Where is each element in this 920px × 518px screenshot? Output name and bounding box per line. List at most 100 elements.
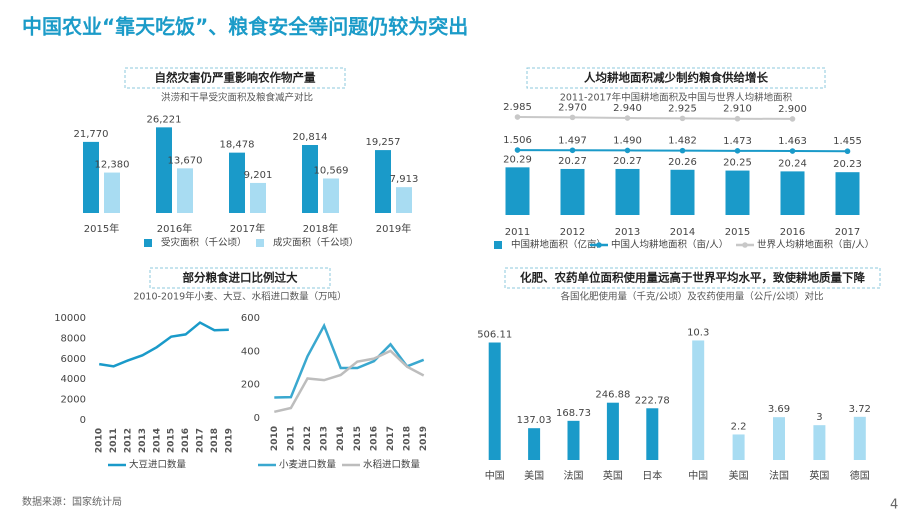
y-tick-label: 2000	[61, 395, 86, 406]
legend-swatch	[742, 242, 748, 248]
data-label: 2.2	[731, 421, 747, 432]
data-label: 20.27	[613, 156, 642, 167]
y-tick-label: 4000	[61, 374, 86, 385]
x-tick-label: 2018年	[303, 222, 338, 235]
x-tick-label: 2017	[835, 227, 860, 238]
legend-label: 世界人均耕地面积（亩/人）	[757, 239, 874, 251]
panel-title: 部分粮食进口比例过大	[183, 271, 298, 285]
legend-label: 受灾面积（千公顷）	[161, 237, 247, 249]
data-label: 2.925	[668, 103, 697, 114]
data-label: 168.73	[556, 408, 591, 419]
x-tick-label: 美国	[524, 469, 544, 482]
panel-title: 自然灾害仍严重影响农作物产量	[155, 71, 316, 85]
legend-swatch	[596, 242, 602, 248]
point	[624, 115, 631, 121]
legend-swatch	[144, 239, 152, 247]
bar	[505, 167, 530, 215]
data-label: 2.910	[723, 104, 752, 115]
x-tick-label: 2010	[95, 428, 105, 453]
header-box	[526, 67, 826, 89]
line	[274, 349, 425, 414]
x-tick-label: 2019	[419, 426, 429, 451]
legend-label: 成灾面积（千公顷）	[273, 237, 359, 249]
bar	[156, 127, 172, 213]
x-tick-label: 2019	[224, 428, 234, 453]
x-tick-label: 美国	[729, 469, 749, 482]
bar	[692, 340, 705, 460]
x-tick-label: 英国	[603, 469, 623, 482]
x-tick-label: 日本	[642, 469, 662, 482]
legend-label: 中国耕地面积（亿亩）	[511, 239, 606, 251]
y-tick-label: 6000	[61, 354, 86, 365]
x-tick-label: 2018	[210, 428, 220, 453]
data-label: 13,670	[168, 155, 203, 166]
y-tick-label: 0	[80, 415, 86, 426]
point	[569, 147, 576, 154]
point	[789, 148, 796, 154]
data-label: 222.78	[635, 395, 670, 406]
bar	[528, 428, 541, 460]
header-box	[149, 267, 331, 289]
data-label: 20.26	[668, 157, 697, 168]
data-label: 1.473	[723, 136, 752, 147]
x-tick-label: 2016	[369, 426, 379, 451]
x-tick-label: 2017	[386, 426, 396, 451]
data-label: 1.497	[558, 135, 587, 146]
legend-label: 大豆进口数量	[129, 459, 187, 471]
header-box	[124, 67, 346, 89]
x-tick-label: 2013	[615, 227, 640, 238]
x-tick-label: 2011	[505, 227, 530, 238]
data-label: 137.03	[517, 415, 552, 426]
bar	[229, 152, 245, 213]
bar	[250, 182, 266, 213]
bar	[853, 416, 866, 460]
bar	[375, 150, 391, 213]
page-title: 中国农业“靠天吃饭”、粮食安全等问题仍较为突出	[22, 15, 468, 39]
data-label: 1.506	[503, 135, 532, 146]
panel-subtitle: 2010-2019年小麦、大豆、水稻进口数量（万吨）	[133, 291, 346, 303]
x-tick-label: 2015	[167, 428, 177, 453]
bar	[615, 168, 640, 215]
x-tick-label: 2015年	[84, 222, 119, 235]
bar	[83, 141, 99, 213]
x-tick-label: 2016	[780, 227, 805, 238]
bar	[104, 172, 120, 213]
bar	[606, 402, 619, 460]
data-label: 20.23	[833, 159, 862, 170]
x-tick-label: 2013	[138, 428, 148, 453]
data-label: 26,221	[147, 114, 182, 125]
data-label: 1.463	[778, 136, 807, 147]
x-tick-label: 2011	[286, 426, 296, 451]
data-label: 9,201	[244, 170, 273, 181]
legend-label: 中国人均耕地面积（亩/人）	[611, 239, 728, 251]
data-label: 506.11	[477, 330, 512, 341]
data-label: 2.985	[503, 102, 532, 113]
data-label: 2.900	[778, 104, 807, 115]
legend-swatch	[256, 239, 264, 247]
data-label: 3.69	[768, 404, 790, 415]
x-tick-label: 2018	[403, 426, 413, 451]
y-tick-label: 200	[241, 380, 260, 391]
y-tick-label: 10000	[54, 313, 86, 324]
legend-swatch	[494, 241, 502, 249]
bar	[323, 178, 339, 213]
data-label: 246.88	[595, 390, 630, 401]
point	[569, 114, 576, 121]
panel-subtitle: 2011-2017年中国耕地面积及中国与世界人均耕地面积	[560, 92, 793, 104]
point	[734, 148, 741, 154]
data-label: 20.27	[558, 156, 587, 167]
legend-label: 水稻进口数量	[363, 459, 421, 471]
bar	[670, 169, 695, 215]
data-label: 20.24	[778, 158, 807, 169]
page-number: 4	[890, 498, 898, 513]
y-tick-label: 400	[241, 346, 260, 357]
point	[514, 147, 521, 153]
panel-title: 人均耕地面积减少制约粮食供给增长	[584, 71, 768, 85]
bar	[560, 168, 585, 215]
x-tick-label: 2016	[181, 428, 191, 453]
x-tick-label: 2010	[270, 426, 280, 451]
data-label: 21,770	[74, 129, 109, 140]
x-tick-label: 法国	[769, 469, 789, 482]
